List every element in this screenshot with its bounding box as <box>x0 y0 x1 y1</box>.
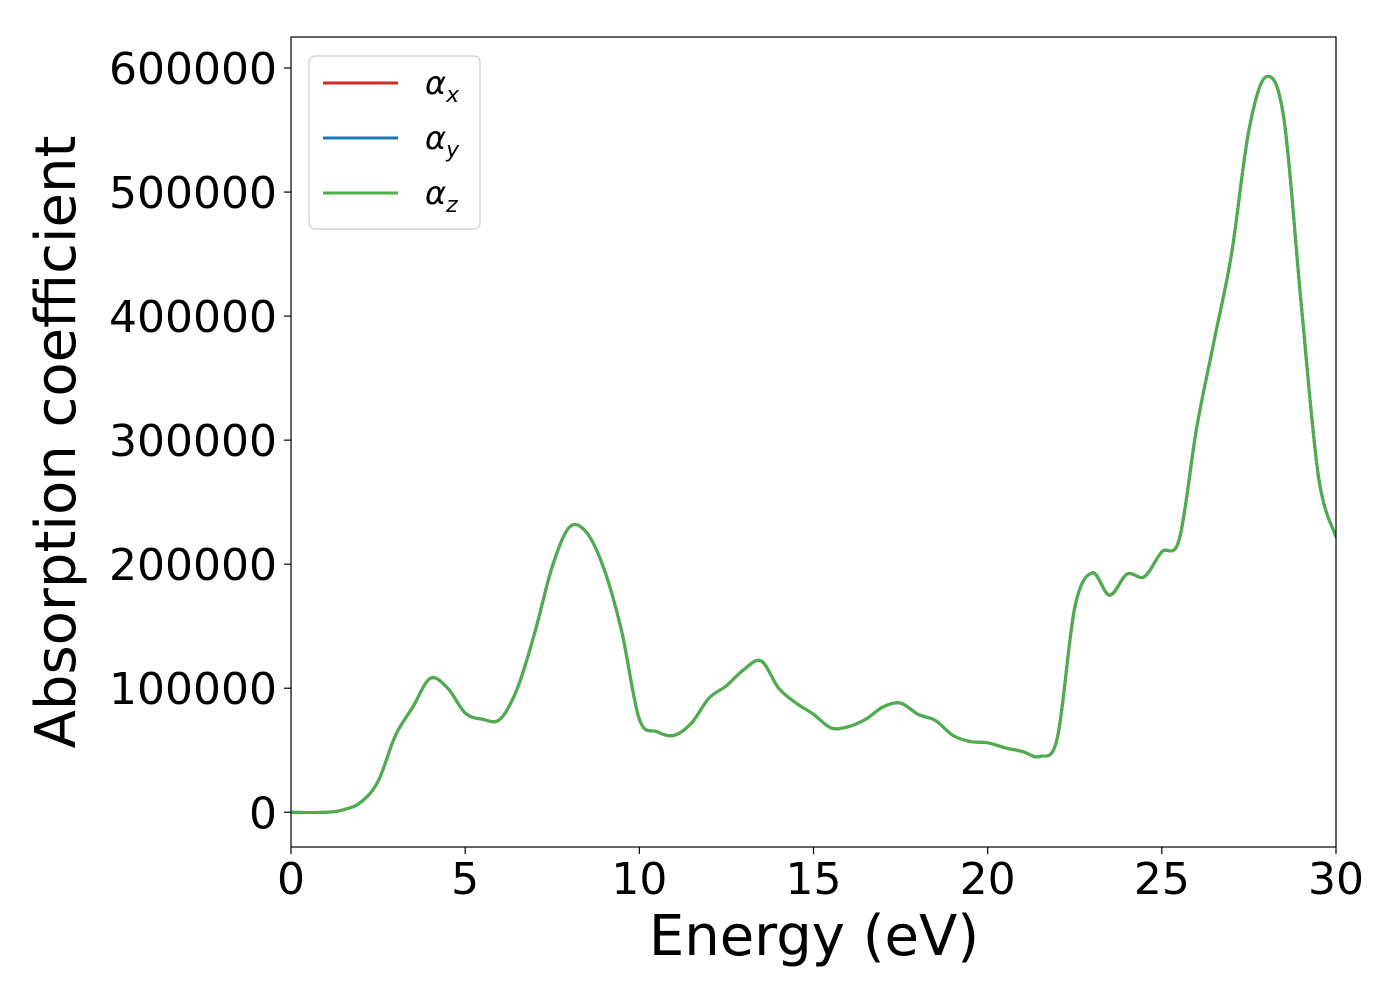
x-tick-label: 15 <box>786 854 842 905</box>
legend-label-alpha-x: αx <box>425 64 460 108</box>
legend: αx αy αz <box>308 55 481 230</box>
y-axis-label: Absorption coefficient <box>24 136 89 749</box>
legend-label-alpha-y: αy <box>425 119 460 163</box>
x-tick-label: 5 <box>451 854 479 905</box>
x-tick-label: 0 <box>277 854 305 905</box>
x-tick-label: 10 <box>611 854 667 905</box>
legend-box <box>308 55 481 230</box>
y-axis: 0 100000 200000 300000 400000 500000 600000 <box>109 44 291 839</box>
x-axis-label: Energy (eV) <box>649 904 979 969</box>
y-tick-label: 0 <box>249 788 277 839</box>
y-tick-label: 200000 <box>109 540 277 591</box>
series-line-alpha-z <box>291 74 1336 814</box>
y-tick-label: 500000 <box>109 168 277 219</box>
y-tick-label: 400000 <box>109 292 277 343</box>
x-axis: 0 5 10 15 20 25 30 <box>277 847 1364 905</box>
y-tick-label: 300000 <box>109 416 277 467</box>
y-tick-label: 100000 <box>109 664 277 715</box>
legend-label-alpha-z: αz <box>425 174 458 218</box>
x-tick-label: 25 <box>1134 854 1190 905</box>
x-tick-label: 30 <box>1308 854 1364 905</box>
y-tick-label: 600000 <box>109 44 277 95</box>
x-tick-label: 20 <box>960 854 1016 905</box>
